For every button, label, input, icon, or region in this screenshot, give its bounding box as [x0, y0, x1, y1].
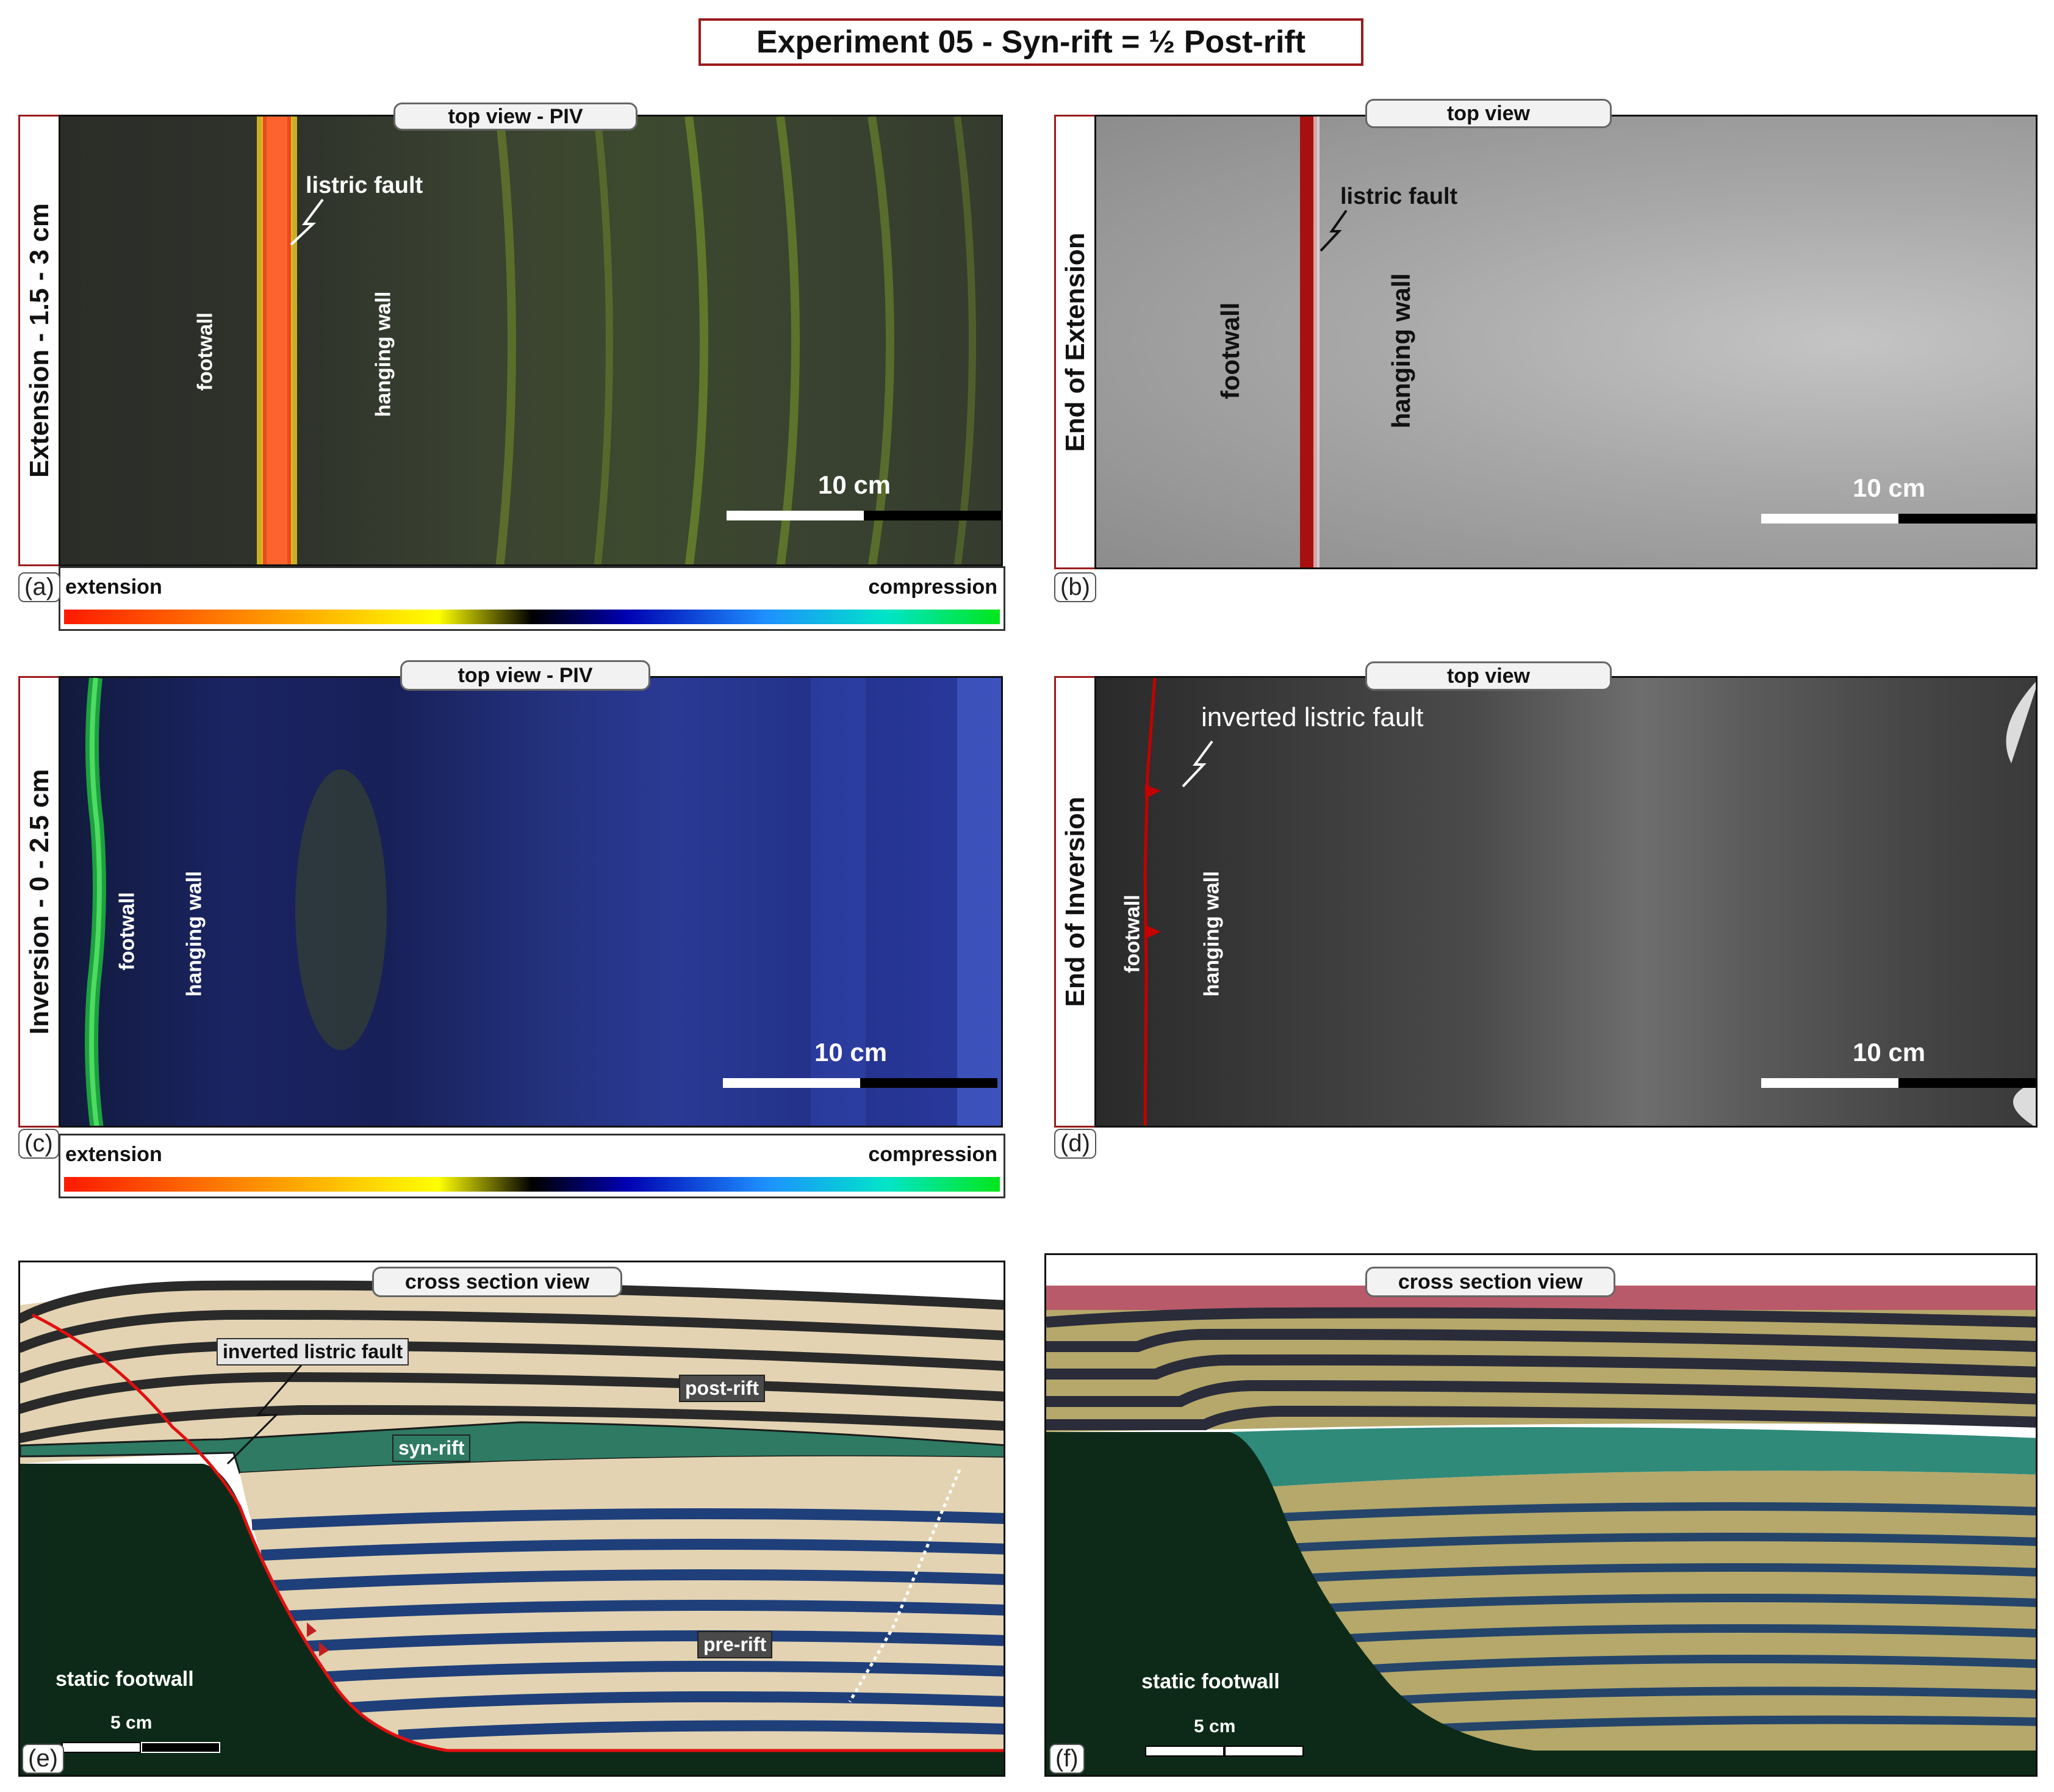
panel-letter-c: (c) [18, 1129, 59, 1159]
fault-arrow-icon [290, 198, 324, 246]
panel-f-cross-section-photo: static footwall 5 cm [1044, 1253, 2038, 1777]
annotation-static-footwall-e: static footwall [56, 1668, 194, 1691]
annotation-hanging-wall-d: hanging wall [1200, 871, 1224, 997]
panel-b-top-view: listric fault footwall hanging wall 10 c… [1094, 115, 2038, 569]
colorbar-extension-label-c: extension [65, 1143, 162, 1166]
colorbar-extension-label: extension [65, 575, 162, 599]
figure-title: Experiment 05 - Syn-rift = ½ Post-rift [698, 18, 1363, 66]
scale-bar-label-d: 10 cm [1853, 1038, 1926, 1067]
thrust-triangle-icon-2 [1145, 925, 1161, 939]
view-label-d: top view [1365, 661, 1612, 691]
thrust-marker-icon [307, 1622, 317, 1637]
annotation-footwall-c: footwall [115, 892, 139, 971]
scale-bar-c: 10 cm [723, 1038, 997, 1093]
row-label-d-text: End of Inversion [1060, 796, 1090, 1007]
fault-arrow-e-icon [226, 1358, 308, 1465]
thrust-triangle-icon [1145, 785, 1161, 799]
annotation-inverted-listric-fault-d: inverted listric fault [1201, 702, 1424, 732]
cross-section-photo [1046, 1286, 2036, 1775]
scale-bar-d: 10 cm [1761, 1038, 2036, 1093]
panel-letter-b: (b) [1054, 572, 1096, 602]
colorbar-compression-label: compression [868, 575, 997, 599]
scale-bar-label-c: 10 cm [814, 1038, 888, 1067]
view-label-b: top view [1365, 99, 1612, 128]
annotation-hanging-wall: hanging wall [372, 291, 395, 417]
row-label-b-text: End of Extension [1060, 232, 1090, 452]
cross-section-schematic [20, 1280, 1004, 1775]
panel-letter-a: (a) [18, 572, 60, 602]
annotation-footwall-b: footwall [1216, 302, 1244, 400]
row-label-c-text: Inversion - 0 - 2.5 cm [24, 769, 54, 1035]
row-label-d: End of Inversion [1054, 676, 1094, 1128]
scale-bar-label-e: 5 cm [110, 1713, 153, 1733]
annotation-listric-fault: listric fault [306, 173, 423, 198]
scale-bar-label-f: 5 cm [1194, 1716, 1236, 1736]
colorbar-gradient-c [64, 1177, 1000, 1192]
annotation-footwall: footwall [193, 312, 217, 391]
annotation-static-footwall-f: static footwall [1141, 1670, 1280, 1693]
annotation-pre-rift: pre-rift [697, 1631, 773, 1658]
annotation-listric-fault-b: listric fault [1340, 184, 1458, 209]
panel-a-texture [257, 117, 976, 564]
annotation-syn-rift: syn-rift [392, 1434, 471, 1462]
row-label-a: Extension - 1.5 - 3 cm [18, 115, 59, 566]
panel-a-piv-top-view: listric fault footwall hanging wall 10 c… [59, 115, 1003, 566]
fault-line-e [31, 1313, 1004, 1752]
view-label-f: cross section view [1365, 1267, 1615, 1297]
scale-bar-b: 10 cm [1761, 473, 2036, 528]
thrust-marker-icon-2 [319, 1642, 329, 1657]
annotation-hanging-wall-b: hanging wall [1387, 273, 1415, 429]
panel-letter-f: (f) [1049, 1744, 1085, 1774]
view-label-e: cross section view [372, 1267, 622, 1297]
colorbar-c: extension compression [59, 1134, 1005, 1198]
annotation-post-rift: post-rift [679, 1375, 765, 1402]
scale-bar-f: 5 cm [1145, 1716, 1304, 1765]
row-label-c: Inversion - 0 - 2.5 cm [18, 676, 59, 1128]
panel-e-cross-section: inverted listric fault post-rift syn-rif… [18, 1261, 1005, 1777]
view-label-a: top view - PIV [393, 103, 637, 131]
row-label-a-text: Extension - 1.5 - 3 cm [24, 203, 54, 478]
scale-bar-label: 10 cm [818, 470, 891, 499]
scale-bar-label-b: 10 cm [1853, 473, 1926, 502]
colorbar-compression-label-c: compression [868, 1143, 997, 1166]
annotation-hanging-wall-c: hanging wall [182, 871, 206, 997]
panel-d-top-view: inverted listric fault footwall hanging … [1094, 676, 2038, 1128]
annotation-inverted-listric-fault-e: inverted listric fault [217, 1338, 409, 1366]
view-label-c: top view - PIV [400, 660, 650, 691]
marker-line [848, 1469, 961, 1703]
annotation-footwall-d: footwall [1121, 894, 1144, 973]
scale-bar-e: 5 cm [62, 1713, 220, 1761]
scale-bar-a: 10 cm [727, 470, 1001, 525]
inverted-fault-trace [1143, 678, 1157, 1126]
fault-arrow-b-icon [1320, 209, 1348, 252]
panel-c-piv-top-view: footwall hanging wall 10 cm [59, 676, 1003, 1128]
colorbar-a: extension compression [59, 566, 1005, 631]
colorbar-gradient [64, 610, 1000, 624]
panel-letter-e: (e) [22, 1744, 64, 1774]
row-label-b: End of Extension [1054, 115, 1094, 569]
panel-letter-d: (d) [1054, 1129, 1096, 1159]
fault-arrow-d-icon [1182, 740, 1213, 788]
